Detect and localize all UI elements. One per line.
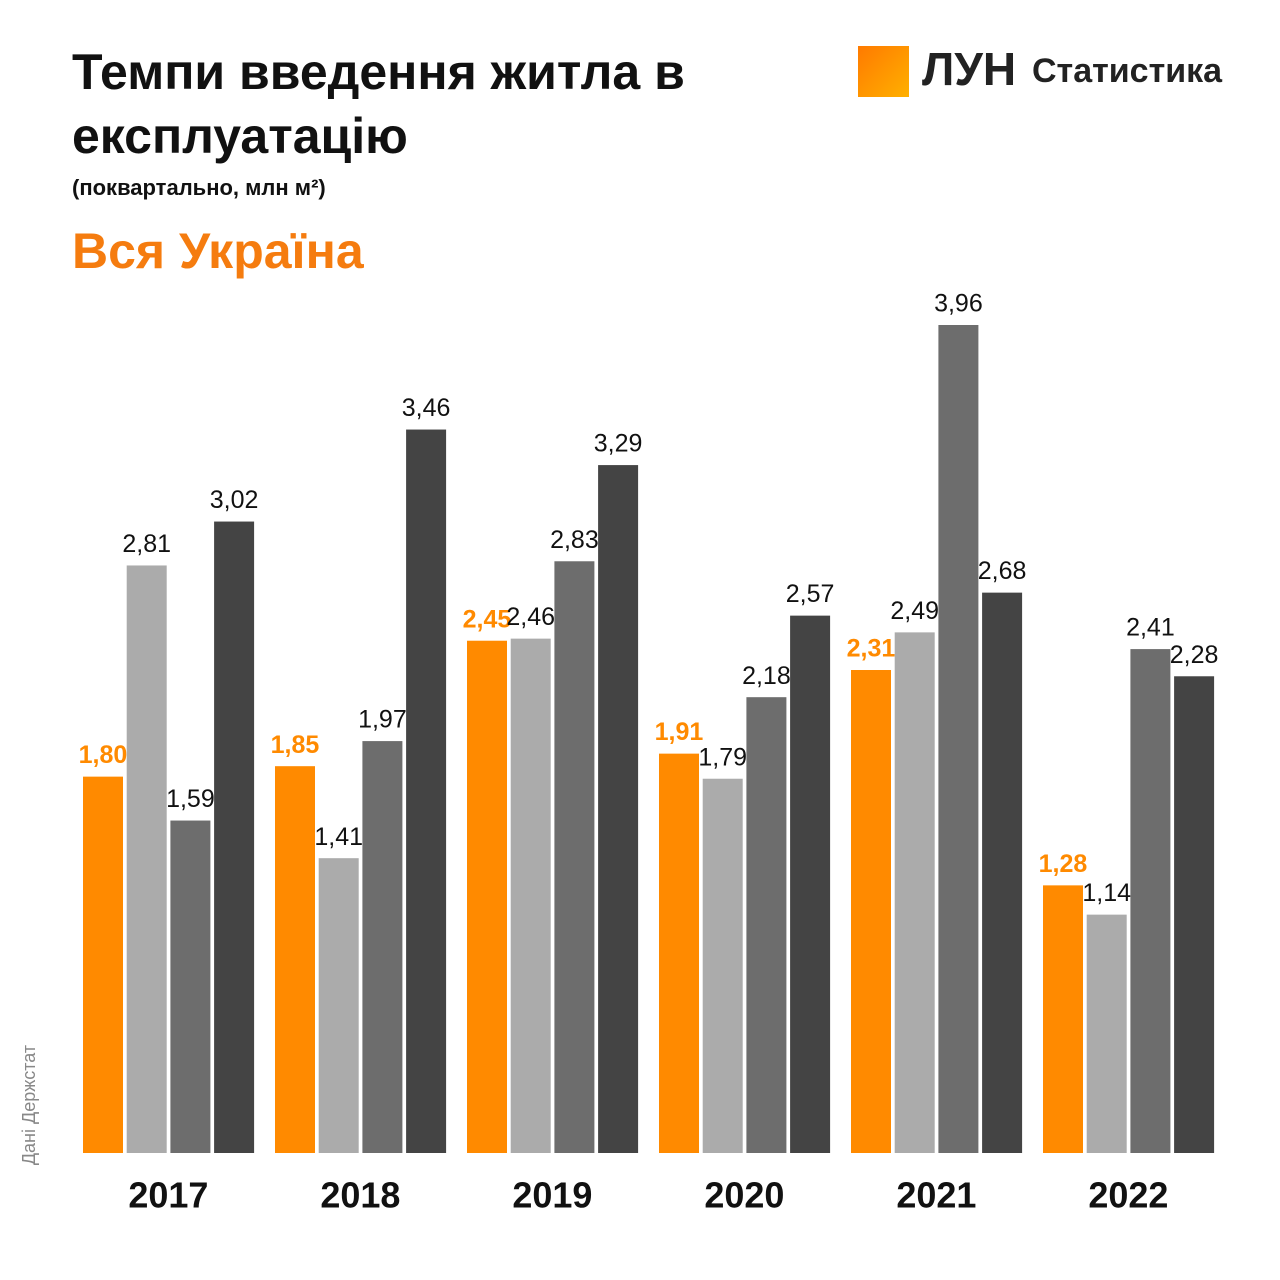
logo-brand: ЛУН	[922, 43, 1016, 95]
value-label: 2,41	[1126, 614, 1175, 642]
value-label: 1,28	[1039, 850, 1088, 878]
value-label: 2,28	[1170, 641, 1219, 669]
value-label: 2,83	[550, 526, 599, 554]
bar	[1130, 649, 1171, 1153]
bar	[598, 465, 639, 1153]
x-tick-label: 2020	[704, 1175, 784, 1216]
x-tick-label: 2018	[320, 1175, 400, 1216]
value-label: 3,96	[934, 290, 983, 318]
value-label: 1,80	[79, 741, 128, 769]
value-label: 1,41	[314, 823, 363, 851]
bar	[362, 741, 403, 1153]
value-label: 2,31	[847, 635, 896, 663]
value-label: 3,46	[402, 394, 451, 422]
bar	[406, 429, 447, 1154]
chart-subtitle: (поквартально, млн м²)	[72, 175, 326, 200]
source-note: Дані Держстат	[19, 1045, 39, 1165]
bar	[318, 858, 359, 1153]
bar	[1043, 885, 1083, 1153]
value-label: 1,14	[1082, 879, 1131, 907]
bar	[1174, 676, 1215, 1153]
bar	[790, 615, 831, 1153]
bar	[554, 561, 595, 1153]
bar	[510, 638, 551, 1153]
value-label: 3,02	[210, 486, 259, 514]
value-label: 1,91	[655, 718, 704, 746]
bar	[1086, 914, 1127, 1153]
value-label: 2,49	[890, 597, 939, 625]
value-label: 2,18	[742, 662, 791, 690]
value-label: 1,79	[698, 743, 747, 771]
logo-label: Статистика	[1032, 52, 1223, 90]
value-label: 2,57	[786, 580, 835, 608]
bar	[83, 776, 123, 1153]
bar	[746, 697, 787, 1153]
bar	[275, 766, 315, 1153]
bar	[938, 325, 979, 1153]
value-label: 1,97	[358, 706, 407, 734]
value-label: 2,45	[463, 605, 512, 633]
value-label: 2,81	[122, 530, 171, 558]
x-tick-label: 2021	[896, 1175, 976, 1216]
x-tick-label: 2017	[128, 1175, 208, 1216]
chart-title: Темпи введення житла в експлуатацію	[72, 44, 685, 164]
logo-icon	[858, 46, 909, 97]
x-tick-label: 2022	[1088, 1175, 1168, 1216]
value-label: 1,85	[271, 731, 320, 759]
bar	[894, 632, 935, 1153]
value-label: 2,68	[978, 557, 1027, 585]
value-label: 3,29	[594, 430, 643, 458]
x-tick-label: 2019	[512, 1175, 592, 1216]
bar	[702, 778, 743, 1153]
bar	[214, 521, 255, 1153]
bar	[467, 640, 507, 1153]
bar	[659, 753, 699, 1153]
bar	[126, 565, 167, 1153]
value-label: 2,46	[506, 603, 555, 631]
value-label: 1,59	[166, 785, 215, 813]
bar	[982, 592, 1023, 1153]
bar	[170, 820, 211, 1153]
bar	[851, 670, 891, 1153]
region-label: Вся Україна	[72, 223, 364, 279]
